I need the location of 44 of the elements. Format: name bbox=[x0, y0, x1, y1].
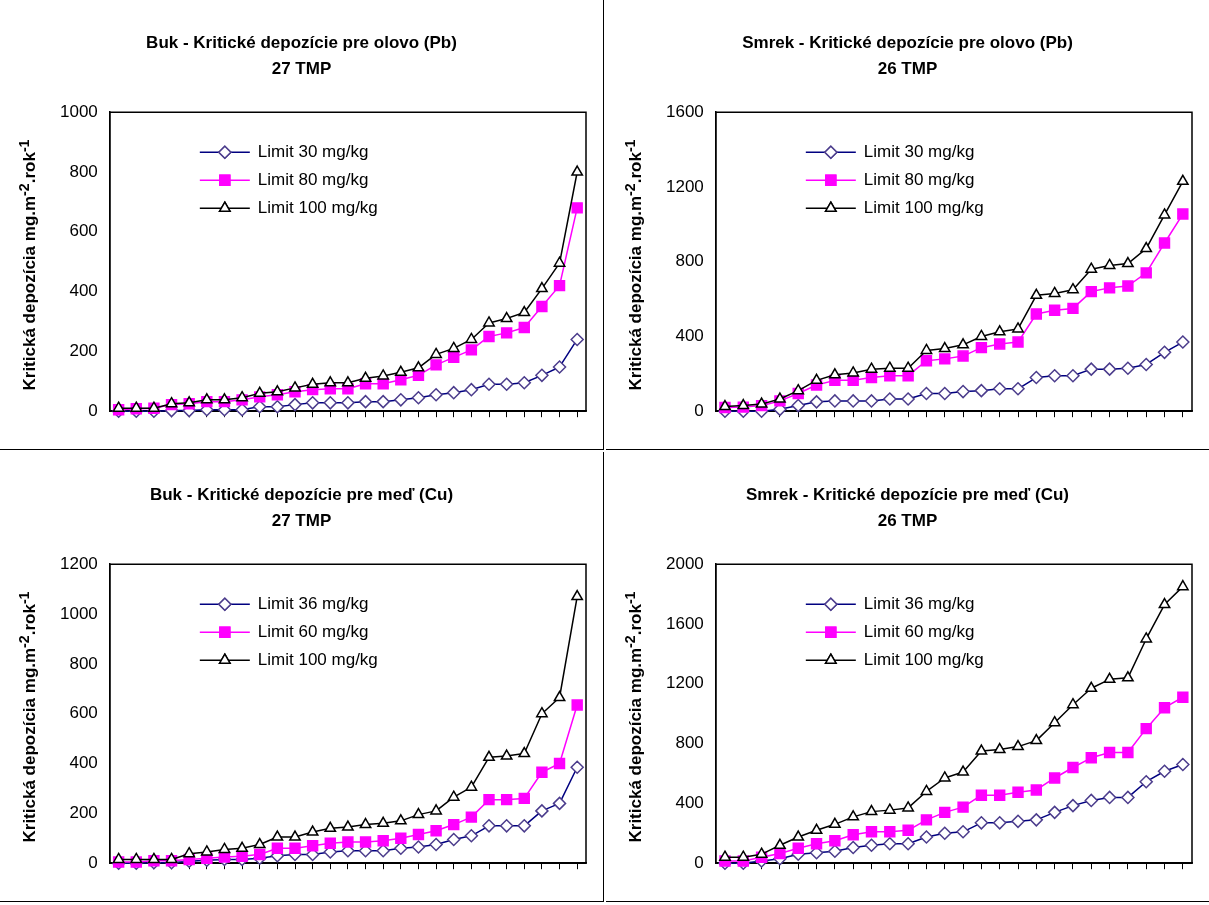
y-tick-label: 400 bbox=[675, 793, 704, 813]
y-tick-label: 0 bbox=[88, 400, 98, 420]
y-tick-label: 1600 bbox=[665, 613, 704, 633]
y-tick-label: 2000 bbox=[665, 553, 704, 573]
legend-label: Limit 36 mg/kg bbox=[257, 593, 369, 613]
y-tick-label: 1200 bbox=[665, 176, 704, 196]
legend-label: Limit 30 mg/kg bbox=[863, 141, 975, 161]
y-tick-label: 1000 bbox=[59, 101, 98, 121]
legend-label: Limit 36 mg/kg bbox=[863, 593, 975, 613]
chart-title: Buk - Kritické depozície pre olovo (Pb) bbox=[145, 32, 458, 54]
y-tick-label: 800 bbox=[675, 251, 704, 271]
y-tick-label: 400 bbox=[675, 326, 704, 346]
y-tick-label: 0 bbox=[694, 852, 704, 872]
y-tick-label: 600 bbox=[69, 703, 98, 723]
legend-label: Limit 60 mg/kg bbox=[863, 621, 975, 641]
y-tick-label: 1200 bbox=[665, 673, 704, 693]
legend-label: Limit 100 mg/kg bbox=[257, 649, 378, 669]
chart-subtitle: 26 TMP bbox=[876, 510, 939, 532]
chart-title: Smrek - Kritické depozície pre meď (Cu) bbox=[744, 484, 1070, 506]
legend-label: Limit 100 mg/kg bbox=[863, 197, 984, 217]
y-tick-label: 1000 bbox=[59, 603, 98, 623]
y-tick-label: 800 bbox=[69, 161, 98, 181]
legend-label: Limit 100 mg/kg bbox=[863, 649, 984, 669]
legend-label: Limit 80 mg/kg bbox=[863, 169, 975, 189]
legend-label: Limit 80 mg/kg bbox=[257, 169, 369, 189]
chart-subtitle: 27 TMP bbox=[270, 510, 333, 532]
y-tick-label: 400 bbox=[69, 281, 98, 301]
y-tick-label: 800 bbox=[675, 733, 704, 753]
chart-title: Smrek - Kritické depozície pre olovo (Pb) bbox=[741, 32, 1074, 54]
legend-label: Limit 100 mg/kg bbox=[257, 197, 378, 217]
legend-label: Limit 30 mg/kg bbox=[257, 141, 369, 161]
legend-label: Limit 60 mg/kg bbox=[257, 621, 369, 641]
y-tick-label: 400 bbox=[69, 753, 98, 773]
y-tick-label: 600 bbox=[69, 221, 98, 241]
y-tick-label: 1600 bbox=[665, 101, 704, 121]
chart-subtitle: 26 TMP bbox=[876, 58, 939, 80]
y-tick-label: 200 bbox=[69, 803, 98, 823]
y-tick-label: 800 bbox=[69, 653, 98, 673]
chart-subtitle: 27 TMP bbox=[270, 58, 333, 80]
chart-title: Buk - Kritické depozície pre meď (Cu) bbox=[148, 484, 455, 506]
y-tick-label: 0 bbox=[694, 400, 704, 420]
y-tick-label: 1200 bbox=[59, 553, 98, 573]
y-tick-label: 200 bbox=[69, 341, 98, 361]
y-tick-label: 0 bbox=[88, 852, 98, 872]
